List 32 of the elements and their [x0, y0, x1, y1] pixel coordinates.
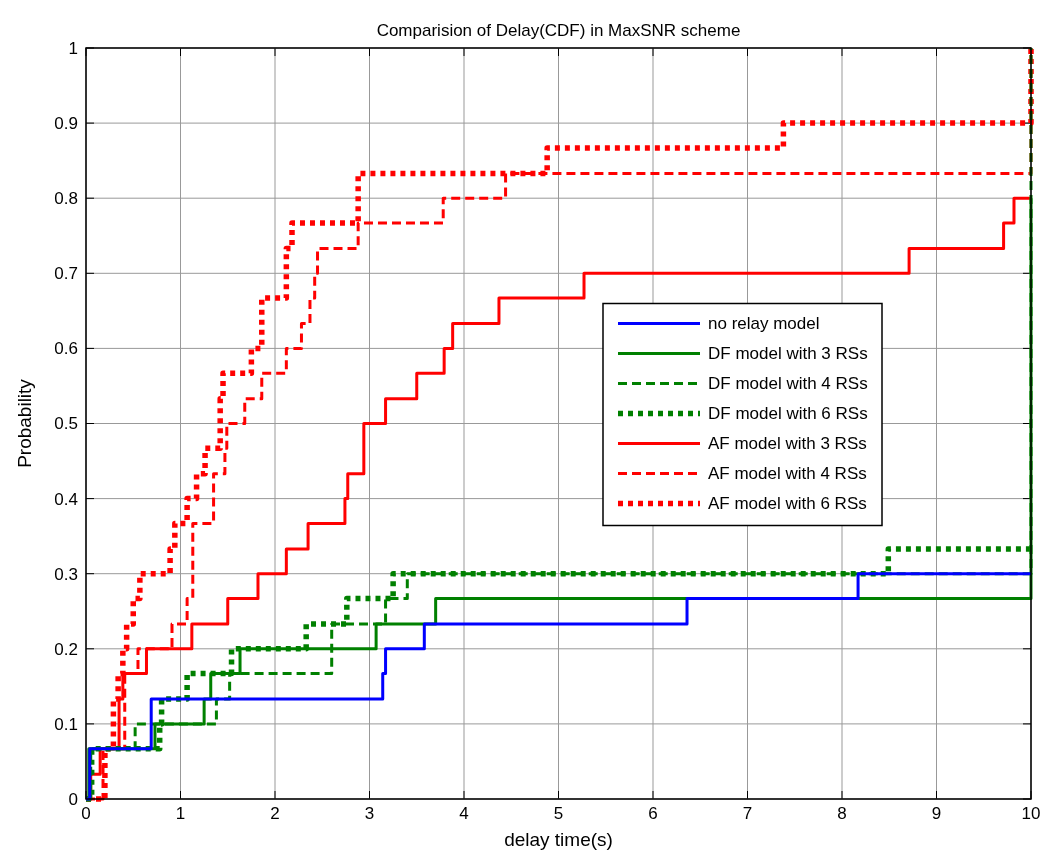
legend-label: AF model with 3 RSs	[708, 434, 867, 454]
y-tick-label: 0.1	[54, 714, 78, 734]
y-tick-label: 0.9	[54, 114, 78, 134]
x-tick-label: 5	[553, 804, 564, 823]
legend-label: AF model with 4 RSs	[708, 464, 867, 484]
y-tick-label: 0	[68, 789, 78, 809]
chart-title: Comparision of Delay(CDF) in MaxSNR scheme	[376, 21, 741, 40]
legend-label: DF model with 4 RSs	[708, 374, 868, 394]
x-tick-label: 4	[459, 804, 469, 823]
x-tick-label: 3	[364, 804, 375, 823]
y-axis-title: Probability	[14, 378, 35, 468]
legend-label: no relay model	[708, 314, 820, 334]
legend-label: DF model with 6 RSs	[708, 404, 868, 424]
x-tick-label: 9	[931, 804, 942, 823]
x-tick-label: 2	[270, 804, 280, 823]
legend-label: DF model with 3 RSs	[708, 344, 868, 364]
y-tick-label: 0.4	[54, 489, 78, 509]
y-tick-label: 0.8	[54, 189, 78, 209]
x-tick-label: 1	[175, 804, 186, 823]
x-tick-label: 6	[648, 804, 658, 823]
y-tick-label: 0.7	[54, 264, 78, 284]
y-tick-label: 0.6	[54, 339, 78, 359]
x-tick-label: 10	[1021, 804, 1041, 823]
y-tick-label: 0.2	[54, 639, 78, 659]
x-axis-title: delay time(s)	[504, 829, 613, 850]
x-tick-label: 7	[742, 804, 753, 823]
x-tick-label: 8	[837, 804, 847, 823]
y-tick-label: 0.3	[54, 564, 78, 584]
y-tick-label: 1	[68, 38, 78, 58]
legend-label: AF model with 6 RSs	[708, 494, 867, 514]
y-tick-label: 0.5	[54, 414, 78, 434]
x-tick-label: 0	[81, 804, 91, 823]
